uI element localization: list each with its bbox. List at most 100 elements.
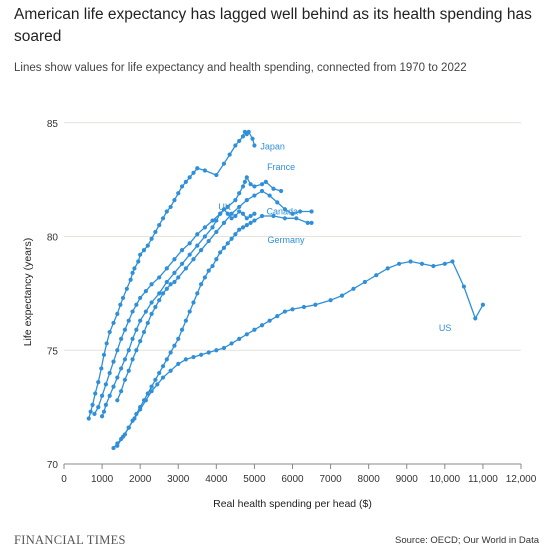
data-point-germany: [187, 309, 192, 314]
data-point-canada: [221, 220, 227, 225]
data-point-germany: [111, 445, 116, 451]
y-tick-label: 85: [47, 119, 59, 130]
data-point-japan: [202, 168, 208, 173]
data-point-france: [164, 266, 169, 271]
data-point-us: [397, 261, 402, 266]
data-point-us: [473, 316, 478, 321]
data-point-germany: [153, 377, 158, 382]
data-point-uk: [233, 213, 238, 219]
series-layer: [86, 129, 486, 451]
x-tick-label: 3000: [167, 474, 190, 485]
data-point-germany: [229, 236, 234, 241]
data-point-france: [248, 182, 253, 187]
data-point-us: [328, 298, 333, 303]
data-point-canada: [138, 339, 143, 344]
data-point-germany: [179, 327, 185, 332]
data-point-uk: [252, 211, 257, 216]
data-point-japan: [160, 216, 166, 221]
data-point-us: [461, 284, 466, 289]
data-point-us: [362, 279, 367, 285]
data-point-canada: [199, 248, 204, 253]
grid-layer: [63, 122, 522, 469]
x-tick-label: 6000: [281, 474, 304, 485]
data-point-japan: [99, 366, 104, 371]
series-label-uk: UK: [218, 202, 231, 212]
data-point-japan: [179, 184, 185, 189]
series-label-japan: Japan: [260, 142, 285, 152]
data-point-us: [143, 398, 148, 403]
data-point-france: [122, 327, 128, 332]
series-label-germany: Germany: [268, 235, 306, 245]
data-point-uk: [115, 375, 120, 380]
series-label-france: France: [267, 162, 295, 172]
data-point-japan: [176, 191, 181, 196]
data-point-france: [172, 257, 177, 262]
data-point-uk: [99, 414, 105, 419]
axis-layer: Real health spending per head ($) Life e…: [22, 119, 537, 510]
data-point-france: [233, 198, 238, 203]
data-point-us: [176, 361, 181, 366]
y-axis-title: Life expectancy (years): [22, 238, 34, 347]
data-point-france: [130, 309, 135, 314]
data-point-germany: [199, 282, 204, 287]
data-point-germany: [294, 216, 299, 221]
data-point-canada: [115, 398, 120, 403]
data-point-france: [126, 318, 131, 323]
data-point-germany: [191, 300, 196, 305]
data-point-uk: [149, 300, 154, 305]
data-point-germany: [176, 336, 181, 341]
data-point-germany: [244, 223, 249, 228]
data-point-canada: [130, 357, 135, 362]
data-point-japan: [168, 204, 173, 210]
data-point-canada: [122, 377, 128, 382]
data-point-germany: [282, 216, 287, 221]
data-point-germany: [237, 227, 242, 232]
data-point-germany: [309, 220, 314, 225]
data-point-us: [259, 323, 265, 328]
data-point-japan: [145, 243, 150, 248]
data-point-japan: [191, 170, 196, 175]
data-point-canada: [176, 275, 181, 280]
data-point-germany: [305, 220, 310, 225]
data-point-germany: [206, 268, 211, 273]
data-point-uk: [143, 309, 148, 314]
series-germany: [111, 213, 314, 451]
data-point-japan: [104, 341, 109, 346]
data-point-us: [419, 261, 425, 266]
data-point-japan: [90, 402, 95, 407]
data-point-germany: [210, 263, 215, 269]
data-point-france: [149, 282, 154, 287]
data-point-us: [313, 302, 318, 307]
data-point-uk: [237, 209, 242, 214]
data-point-us: [168, 368, 173, 373]
data-point-japan: [138, 252, 143, 257]
data-point-us: [237, 336, 242, 341]
data-point-france: [96, 405, 101, 410]
data-point-germany: [248, 220, 253, 225]
data-point-uk: [221, 207, 227, 212]
data-point-france: [244, 175, 249, 180]
data-point-japan: [187, 175, 192, 180]
data-point-us: [450, 259, 455, 264]
series-line-canada: [116, 190, 312, 401]
data-point-france: [263, 179, 268, 184]
y-tick-label: 75: [47, 346, 59, 357]
data-point-france: [143, 289, 148, 294]
data-point-uk: [202, 234, 208, 239]
data-point-france: [157, 275, 162, 280]
x-axis-title: Real health spending per head ($): [213, 498, 372, 510]
data-point-uk: [103, 402, 108, 407]
x-tick-label: 8000: [358, 474, 381, 485]
data-point-japan: [107, 329, 112, 335]
data-point-us: [160, 375, 166, 380]
data-point-canada: [267, 193, 272, 198]
data-point-uk: [248, 213, 253, 219]
data-point-canada: [134, 348, 139, 353]
data-point-uk: [225, 211, 230, 216]
data-point-canada: [191, 257, 196, 262]
data-point-canada: [145, 320, 150, 326]
data-point-japan: [96, 380, 101, 385]
series-uk: [99, 207, 257, 419]
data-point-canada: [298, 209, 303, 214]
